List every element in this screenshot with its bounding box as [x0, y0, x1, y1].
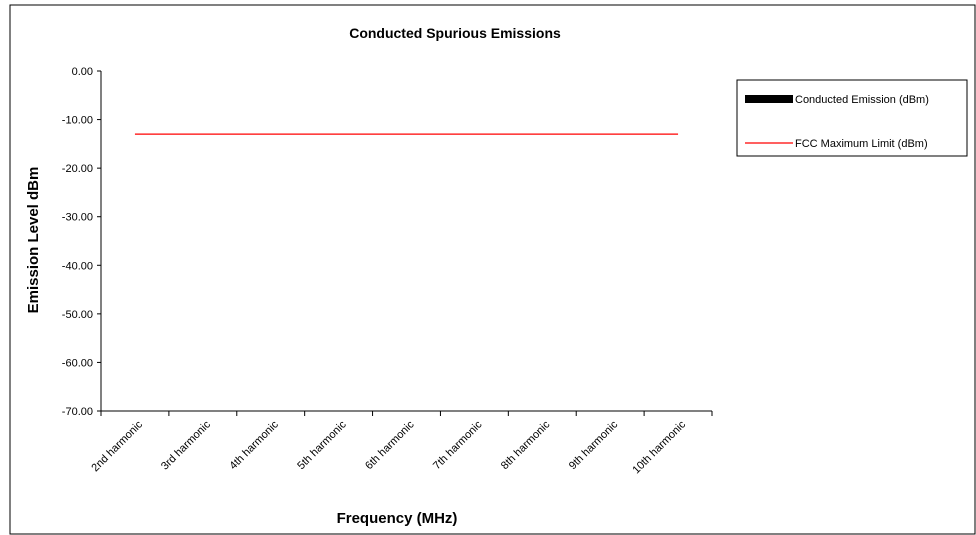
y-tick-label: -20.00 [62, 163, 93, 175]
y-tick-label: 0.00 [72, 66, 93, 78]
y-tick-label: -60.00 [62, 357, 93, 369]
y-tick-label: -50.00 [62, 309, 93, 321]
y-tick-label: -70.00 [62, 406, 93, 418]
y-tick-label: -40.00 [62, 260, 93, 272]
y-axis-title: Emission Level dBm [25, 167, 42, 314]
legend-label: Conducted Emission (dBm) [795, 94, 929, 106]
legend-label: FCC Maximum Limit (dBm) [795, 138, 928, 150]
x-axis-title: Frequency (MHz) [337, 510, 458, 527]
chart-title: Conducted Spurious Emissions [349, 25, 561, 41]
y-tick-label: -30.00 [62, 212, 93, 224]
y-tick-label: -10.00 [62, 115, 93, 127]
legend-swatch [745, 95, 793, 103]
